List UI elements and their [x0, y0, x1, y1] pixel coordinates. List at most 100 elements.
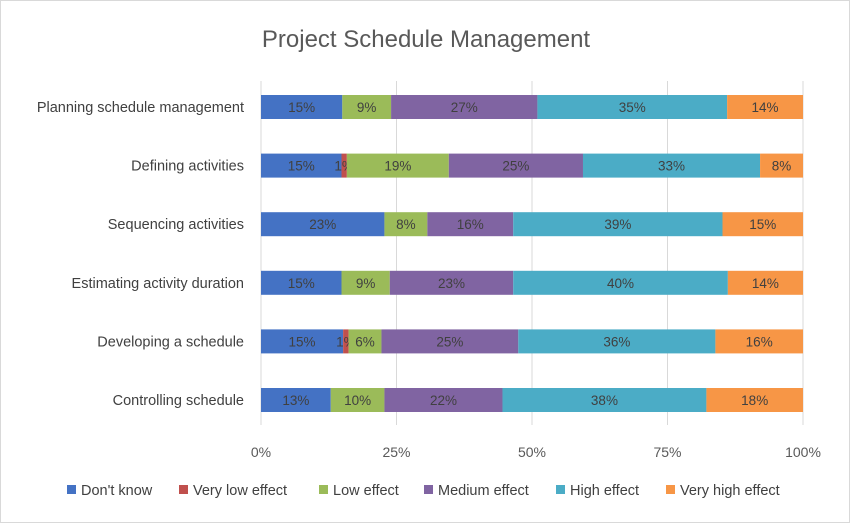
- x-tick-label: 100%: [785, 444, 821, 460]
- bar-segment: [706, 388, 803, 412]
- bar-segment: [582, 153, 761, 178]
- x-tick-label: 0%: [251, 444, 271, 460]
- bar-segment: [261, 329, 344, 354]
- data-label: 25%: [502, 159, 529, 174]
- category-label: Sequencing activities: [108, 217, 244, 233]
- bar-segment: [722, 212, 803, 237]
- data-label: 16%: [746, 334, 773, 349]
- legend-swatch: [319, 485, 328, 494]
- data-label: 38%: [591, 393, 618, 408]
- bar-segment: [341, 270, 390, 295]
- bar-segment: [513, 270, 728, 295]
- bar-segment: [727, 270, 803, 295]
- data-label: 9%: [356, 276, 376, 291]
- category-labels: Planning schedule management Defining act…: [37, 100, 244, 409]
- data-label: 14%: [752, 276, 779, 291]
- bar-row: 15% 1% 6% 25% 36% 16%: [261, 329, 803, 354]
- bar-segment: [261, 153, 342, 178]
- data-label: 40%: [607, 276, 634, 291]
- bar-row: 15% 1% 19% 25% 33% 8%: [261, 153, 803, 178]
- data-label: 6%: [355, 334, 375, 349]
- data-label: 22%: [430, 393, 457, 408]
- bar-segment: [391, 95, 538, 119]
- data-label: 27%: [451, 100, 478, 115]
- legend-swatch: [424, 485, 433, 494]
- bar-segment: [348, 329, 382, 354]
- bar-segment: [261, 95, 343, 119]
- data-label: 13%: [282, 393, 309, 408]
- data-label: 39%: [604, 217, 631, 232]
- bar-segment: [389, 270, 514, 295]
- data-label: 14%: [752, 100, 779, 115]
- data-label: 18%: [741, 393, 768, 408]
- data-label: 36%: [603, 334, 630, 349]
- legend-swatch: [556, 485, 565, 494]
- data-label: 9%: [357, 100, 377, 115]
- legend: Don't know Very low effect Low effect Mediu…: [67, 483, 780, 499]
- legend-label: Don't know: [81, 483, 153, 499]
- bars: 15% 9% 27% 35% 14%15% 1% 19% 25% 33% 8%23% 8% 16% 39…: [261, 95, 803, 412]
- legend-item: Don't know: [67, 483, 153, 499]
- legend-item: Medium effect: [424, 483, 529, 499]
- legend-item: Very low effect: [179, 483, 287, 499]
- legend-label: Medium effect: [438, 483, 529, 499]
- x-tick-label: 75%: [653, 444, 681, 460]
- legend-label: Low effect: [333, 483, 399, 499]
- data-label: 10%: [344, 393, 371, 408]
- category-label: Estimating activity duration: [72, 276, 244, 292]
- legend-label: High effect: [570, 483, 639, 499]
- category-label: Developing a schedule: [97, 334, 244, 350]
- x-tick-label: 25%: [382, 444, 410, 460]
- data-label: 15%: [289, 334, 316, 349]
- bar-segment: [341, 153, 347, 178]
- category-label: Planning schedule management: [37, 100, 244, 116]
- data-label: 15%: [749, 217, 776, 232]
- data-label: 15%: [288, 159, 315, 174]
- data-label: 15%: [288, 100, 315, 115]
- data-label: 8%: [772, 159, 792, 174]
- bar-segment: [715, 329, 803, 354]
- bar-segment: [727, 95, 803, 119]
- bar-segment: [342, 95, 392, 119]
- x-tick-label: 50%: [518, 444, 546, 460]
- data-label: 15%: [288, 276, 315, 291]
- bar-segment: [513, 212, 723, 237]
- bar-segment: [502, 388, 707, 412]
- legend-label: Very low effect: [193, 483, 287, 499]
- legend-item: Very high effect: [666, 483, 780, 499]
- bar-segment: [427, 212, 514, 237]
- x-axis-ticks: 0% 25% 50% 75% 100%: [251, 444, 821, 460]
- legend-item: High effect: [556, 483, 639, 499]
- bar-segment: [261, 388, 331, 412]
- data-label: 23%: [309, 217, 336, 232]
- data-label: 25%: [436, 334, 463, 349]
- data-label: 35%: [619, 100, 646, 115]
- bar-row: 15% 9% 23% 40% 14%: [261, 270, 803, 295]
- legend-label: Very high effect: [680, 483, 780, 499]
- bar-segment: [346, 153, 449, 178]
- bar-segment: [261, 270, 342, 295]
- data-label: 8%: [396, 217, 416, 232]
- bar-row: 15% 9% 27% 35% 14%: [261, 95, 803, 119]
- category-label: Defining activities: [131, 159, 244, 175]
- bar-row: 23% 8% 16% 39% 15%: [261, 212, 803, 237]
- gridlines: [260, 81, 804, 425]
- bar-segment: [330, 388, 385, 412]
- bar-segment: [518, 329, 716, 354]
- bar-segment: [384, 212, 428, 237]
- data-label: 23%: [438, 276, 465, 291]
- bar-segment: [448, 153, 583, 178]
- category-label: Controlling schedule: [113, 393, 244, 409]
- data-label: 19%: [384, 159, 411, 174]
- legend-swatch: [67, 485, 76, 494]
- chart-title: Project Schedule Management: [262, 26, 591, 53]
- data-label: 33%: [658, 159, 685, 174]
- data-label: 16%: [457, 217, 484, 232]
- bar-segment: [381, 329, 519, 354]
- bar-segment: [760, 153, 803, 178]
- legend-item: Low effect: [319, 483, 399, 499]
- bar-segment: [537, 95, 728, 119]
- legend-swatch: [666, 485, 675, 494]
